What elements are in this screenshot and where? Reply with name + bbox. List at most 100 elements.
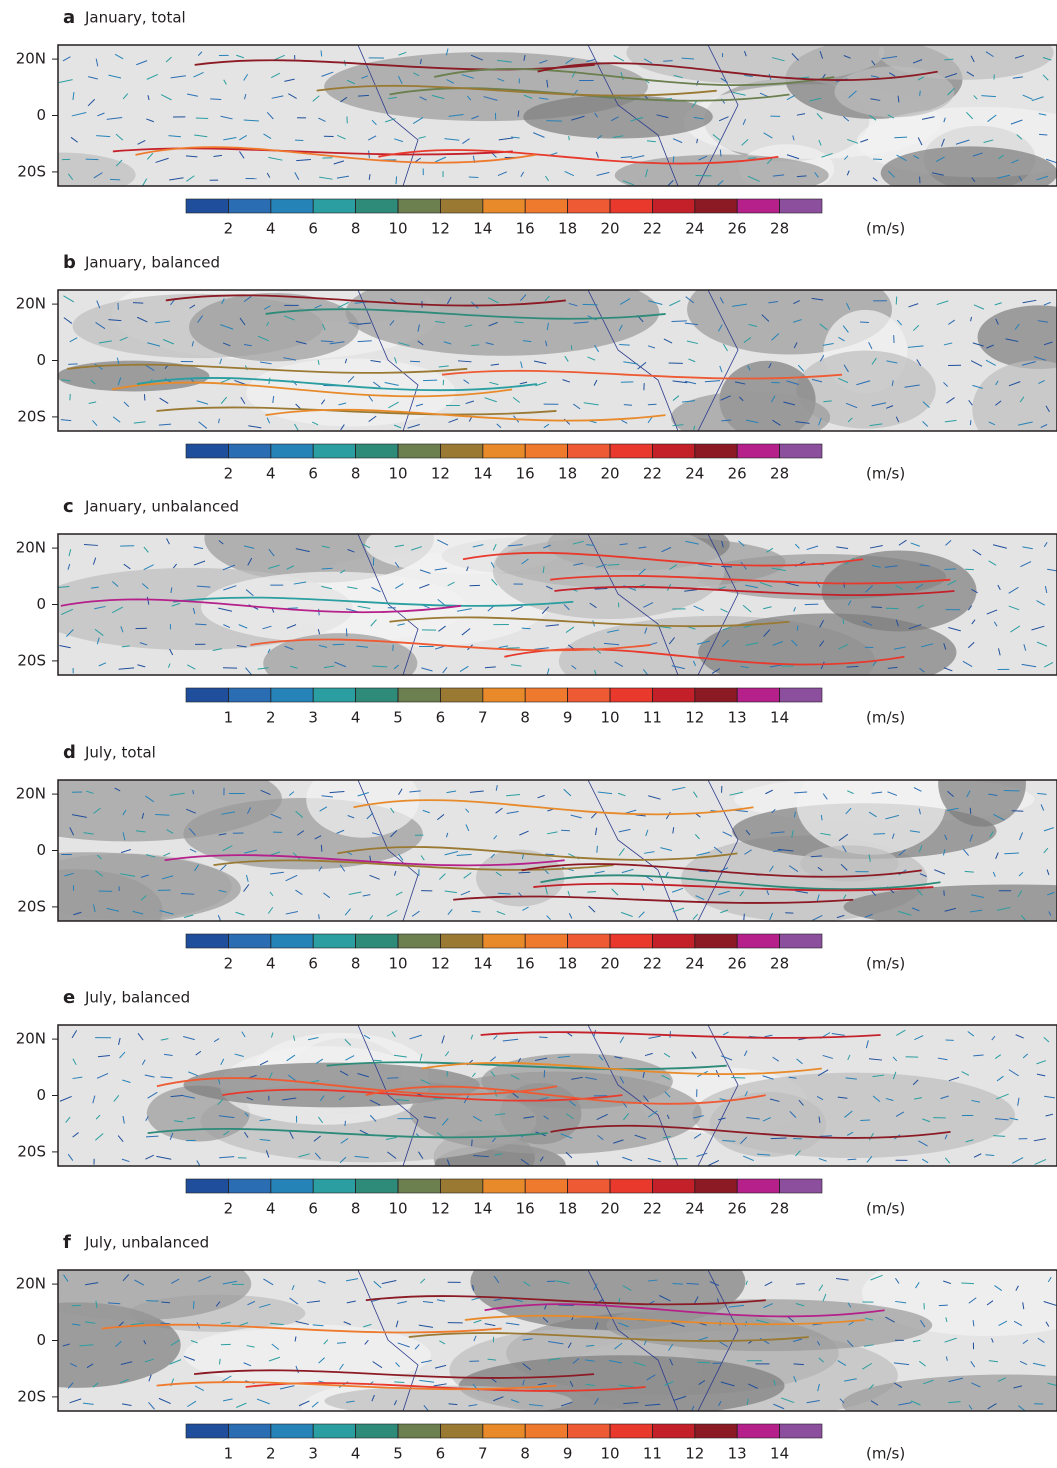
vector <box>523 1281 531 1287</box>
vector <box>218 540 224 545</box>
vector <box>870 75 879 78</box>
streamline <box>136 377 538 392</box>
vector <box>196 585 211 588</box>
vector <box>995 318 999 325</box>
vector <box>247 557 253 566</box>
vector <box>522 340 532 343</box>
vector <box>837 1096 848 1099</box>
vector <box>944 1134 948 1140</box>
vector <box>838 833 849 842</box>
vector <box>944 1157 951 1164</box>
vector <box>644 1052 653 1057</box>
vector <box>123 563 131 570</box>
vector <box>197 315 204 323</box>
streamline <box>316 84 717 97</box>
vector <box>594 112 598 118</box>
vector <box>712 1362 722 1365</box>
vector <box>796 625 799 631</box>
panel-title: January, total <box>84 9 186 27</box>
vector <box>92 557 97 565</box>
streamline <box>265 308 666 320</box>
vector <box>220 324 234 330</box>
vector <box>744 1091 748 1097</box>
map <box>58 45 1057 186</box>
vector <box>942 849 946 856</box>
vector <box>289 1131 294 1140</box>
colorbar-tick-label: 4 <box>266 1200 276 1218</box>
vector <box>418 583 430 589</box>
colorbar-swatch <box>228 687 272 703</box>
vector <box>693 1133 702 1139</box>
vector <box>518 871 531 874</box>
streamline <box>193 1369 595 1379</box>
colorbar-tick-label: 6 <box>308 1200 318 1218</box>
vector <box>464 324 473 328</box>
vector <box>622 1285 632 1291</box>
colorbar-tick-label: 2 <box>224 955 234 973</box>
colorbar-tick-label: 10 <box>600 1445 619 1463</box>
vector <box>912 1339 921 1343</box>
streamline <box>156 406 557 416</box>
vector <box>988 793 998 796</box>
colorbar-swatch <box>355 687 399 703</box>
colorbar-tick-label: 9 <box>563 709 573 727</box>
colorbar-tick-label: 22 <box>643 955 662 973</box>
vector <box>419 569 431 574</box>
vector <box>692 913 699 920</box>
vector <box>337 301 350 309</box>
vector <box>538 1382 547 1386</box>
vector <box>472 1072 476 1078</box>
vector <box>373 1059 382 1062</box>
streamline <box>60 598 461 614</box>
coast <box>587 780 739 921</box>
vector <box>744 50 747 57</box>
vector <box>166 538 170 545</box>
vector <box>381 1279 397 1285</box>
vector <box>1044 585 1048 594</box>
colorbar-swatch <box>609 687 653 703</box>
vector <box>489 381 499 386</box>
vector <box>519 830 529 836</box>
vector <box>1033 356 1047 361</box>
vector <box>108 74 122 79</box>
vector <box>369 915 374 920</box>
vector <box>922 421 929 427</box>
vector <box>158 1397 171 1405</box>
vector <box>585 1383 596 1387</box>
vector <box>986 344 994 349</box>
vector <box>71 112 87 117</box>
colorbar-swatch <box>652 687 696 703</box>
vector <box>895 585 904 591</box>
vector <box>295 548 310 553</box>
vector <box>573 321 589 324</box>
vector <box>398 342 410 347</box>
vector <box>263 133 272 139</box>
vector <box>329 341 345 345</box>
vector <box>991 1338 994 1343</box>
vector <box>83 544 98 546</box>
vector <box>67 1153 74 1161</box>
vector <box>622 180 634 186</box>
colorbar-swatch <box>270 1423 314 1439</box>
vector <box>907 345 924 348</box>
vector <box>993 621 998 627</box>
vector <box>594 870 605 874</box>
vector <box>593 669 597 675</box>
vector <box>236 1402 247 1408</box>
vector <box>560 1401 573 1407</box>
vector <box>512 1092 519 1099</box>
vector <box>422 1301 434 1304</box>
vector <box>719 297 724 304</box>
colorbar-tick-label: 24 <box>685 220 704 238</box>
vector <box>608 1360 623 1364</box>
vector <box>158 423 172 426</box>
vector <box>502 1038 519 1042</box>
vector <box>603 642 620 646</box>
vector <box>817 1383 820 1392</box>
colorbar-tick-label: 3 <box>308 1445 318 1463</box>
vector <box>921 116 935 120</box>
vector <box>1013 1320 1023 1326</box>
vector <box>648 1035 661 1039</box>
vector <box>872 177 878 182</box>
vector <box>146 74 159 80</box>
